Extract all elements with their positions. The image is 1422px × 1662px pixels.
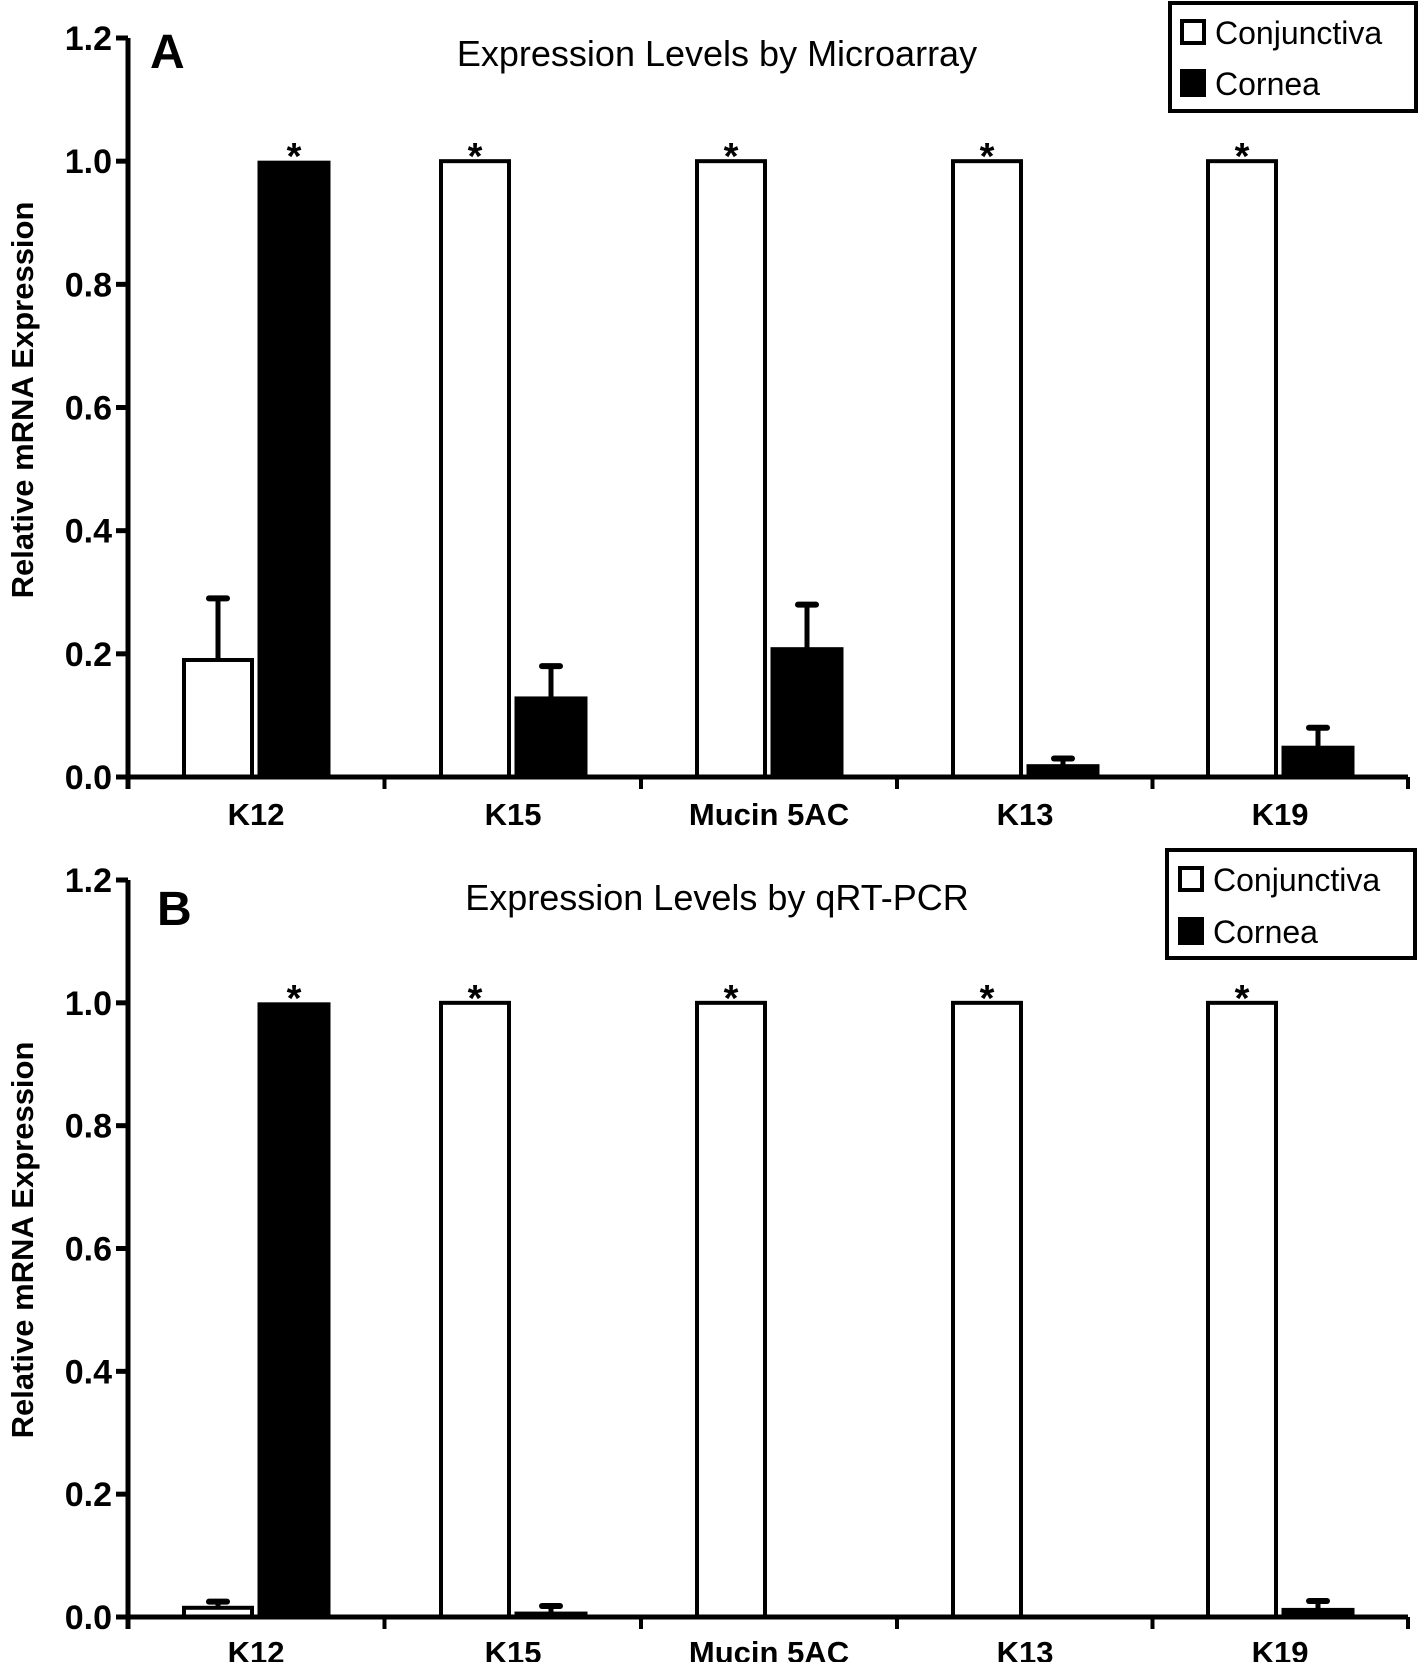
legend-swatch-conjunctiva bbox=[1178, 866, 1204, 892]
bar-cornea-k15 bbox=[514, 696, 588, 778]
significance-marker: * bbox=[468, 978, 483, 1020]
legend-swatch-conjunctiva bbox=[1180, 19, 1206, 45]
x-tick-label: Mucin 5AC bbox=[689, 797, 849, 832]
legend-label-cornea: Cornea bbox=[1213, 914, 1318, 950]
y-tick-label: 1.0 bbox=[65, 143, 112, 181]
x-tick-label: K19 bbox=[1252, 797, 1309, 832]
plot-area: * K12 * K15 * Mucin 5AC * K13 * K19 0.0 0.2 0.4 0.6 0.… bbox=[65, 862, 1410, 1662]
legend-swatch-cornea bbox=[1178, 917, 1204, 945]
bar-cornea-k12 bbox=[257, 160, 331, 778]
x-tick-label: Mucin 5AC bbox=[689, 1635, 849, 1662]
legend: Conjunctiva Cornea bbox=[1168, 1, 1418, 113]
bar-conjunctiva-mucin-5ac bbox=[695, 1000, 767, 1619]
bar-conjunctiva-k19 bbox=[1206, 159, 1278, 779]
y-tick-label: 0.2 bbox=[65, 636, 112, 674]
panel-letter: A bbox=[150, 26, 185, 79]
y-axis-label: Relative mRNA Expression bbox=[5, 1042, 40, 1439]
y-tick-label: 1.0 bbox=[65, 985, 112, 1023]
y-tick-label: 0.4 bbox=[65, 1353, 112, 1391]
significance-marker: * bbox=[980, 978, 995, 1020]
bar-conjunctiva-k15 bbox=[439, 1000, 511, 1619]
legend: Conjunctiva Cornea bbox=[1165, 848, 1417, 960]
y-tick-label: 1.2 bbox=[65, 20, 112, 58]
bar-cornea-k19 bbox=[1281, 745, 1355, 778]
x-tick-label: K12 bbox=[228, 797, 285, 832]
significance-marker: * bbox=[1235, 978, 1250, 1020]
panel-letter: B bbox=[157, 883, 192, 936]
bar-conjunctiva-k13 bbox=[951, 1000, 1023, 1619]
x-tick-label: K13 bbox=[997, 797, 1054, 832]
x-tick-label: K13 bbox=[997, 1635, 1054, 1662]
y-tick-label: 0.0 bbox=[65, 1599, 112, 1637]
x-tick-label: K12 bbox=[228, 1635, 285, 1662]
significance-marker: * bbox=[287, 978, 302, 1020]
legend-label-conjunctiva: Conjunctiva bbox=[1215, 15, 1382, 51]
significance-marker: * bbox=[468, 136, 483, 178]
legend-box bbox=[1168, 1, 1418, 113]
significance-marker: * bbox=[287, 136, 302, 178]
y-tick-label: 0.8 bbox=[65, 1108, 112, 1146]
legend-label-conjunctiva: Conjunctiva bbox=[1213, 862, 1380, 898]
y-tick-label: 0.6 bbox=[65, 390, 112, 428]
y-tick-label: 0.4 bbox=[65, 513, 112, 551]
bar-cornea-mucin-5ac bbox=[770, 647, 844, 778]
y-tick-label: 0.8 bbox=[65, 266, 112, 304]
y-axis-label: Relative mRNA Expression bbox=[5, 202, 40, 599]
bar-conjunctiva-k13 bbox=[951, 159, 1023, 779]
y-tick-label: 0.2 bbox=[65, 1476, 112, 1514]
legend-swatch-cornea bbox=[1180, 69, 1206, 97]
x-tick-label: K15 bbox=[485, 1635, 542, 1662]
x-tick-label: K19 bbox=[1252, 1635, 1309, 1662]
chart-title: Expression Levels by qRT-PCR bbox=[465, 877, 969, 918]
x-tick-label: K15 bbox=[485, 797, 542, 832]
bar-conjunctiva-mucin-5ac bbox=[695, 159, 767, 779]
significance-marker: * bbox=[1235, 136, 1250, 178]
bar-cornea-k12 bbox=[257, 1002, 331, 1618]
significance-marker: * bbox=[980, 136, 995, 178]
bar-conjunctiva-k19 bbox=[1206, 1000, 1278, 1619]
chart-title: Expression Levels by Microarray bbox=[457, 33, 977, 74]
plot-area: * K12 * K15 * Mucin 5AC * K13 * K19 0.0 0.2 0.4 0.6 0.… bbox=[65, 20, 1410, 832]
y-tick-label: 1.2 bbox=[65, 862, 112, 900]
significance-marker: * bbox=[724, 978, 739, 1020]
y-tick-label: 0.6 bbox=[65, 1231, 112, 1269]
panel-a: A Expression Levels by Microarray Relati… bbox=[5, 1, 1418, 832]
panel-b: B Expression Levels by qRT-PCR Relative … bbox=[5, 848, 1417, 1662]
significance-marker: * bbox=[724, 136, 739, 178]
bar-conjunctiva-k15 bbox=[439, 159, 511, 779]
y-tick-label: 0.0 bbox=[65, 759, 112, 797]
legend-label-cornea: Cornea bbox=[1215, 66, 1320, 102]
bar-conjunctiva-k12 bbox=[182, 657, 254, 779]
legend-box bbox=[1165, 848, 1417, 960]
